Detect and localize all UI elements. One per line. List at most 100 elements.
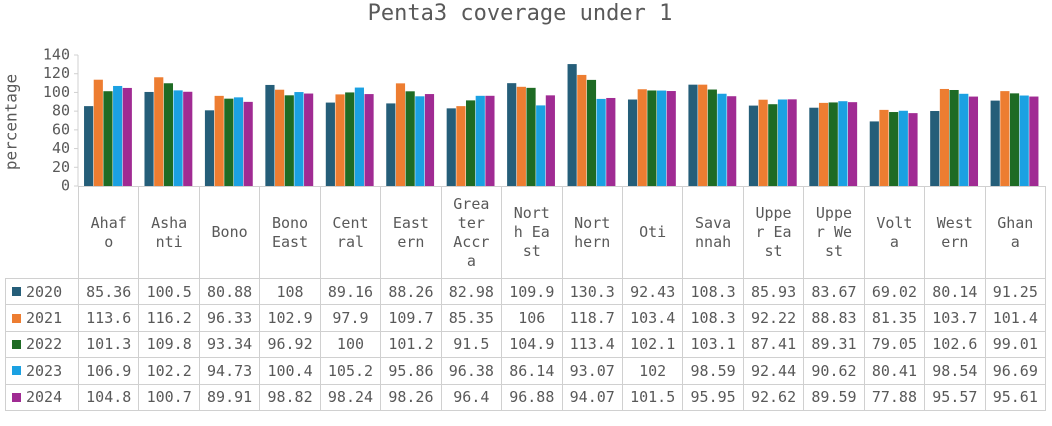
table-value: 83.67: [803, 278, 865, 306]
bar: [1009, 93, 1020, 186]
table-value: 108: [259, 278, 321, 306]
bar: [968, 96, 979, 186]
bar: [113, 85, 123, 186]
y-tick-label: 0: [61, 177, 70, 195]
bar: [526, 87, 536, 186]
table-value: 96.69: [984, 357, 1046, 385]
bar: [666, 91, 676, 186]
bar: [284, 95, 294, 186]
bar: [758, 99, 768, 186]
table-value: 109.7: [380, 304, 442, 332]
bar: [415, 96, 425, 186]
category-label: Volta: [863, 186, 926, 279]
bar: [908, 113, 918, 186]
bar: [586, 79, 597, 186]
legend-swatch: [12, 392, 21, 402]
table-value: 104.9: [501, 330, 563, 359]
table-value: 89.31: [803, 330, 865, 359]
table-value: 92.43: [621, 278, 684, 306]
bar: [930, 111, 940, 186]
category-label: Ahafo: [78, 186, 140, 279]
legend-swatch: [12, 339, 21, 349]
bar: [243, 101, 253, 186]
bar: [698, 84, 708, 186]
table-value: 95.57: [924, 383, 986, 411]
table-value: 102.2: [138, 357, 200, 385]
bar: [93, 79, 103, 186]
y-tick-label: 100: [43, 83, 70, 101]
bar: [637, 89, 647, 186]
table-value: 102: [621, 357, 684, 385]
bar: [354, 87, 364, 186]
bar: [204, 110, 215, 186]
table-value: 101.5: [621, 383, 684, 411]
legend-swatch: [12, 287, 21, 297]
y-tick-label: 40: [52, 139, 70, 157]
bar: [545, 95, 555, 186]
table-value: 87.41: [742, 330, 805, 359]
table-value: 85.36: [78, 278, 140, 306]
bar: [275, 89, 285, 186]
bar: [475, 95, 485, 186]
bar: [173, 90, 183, 186]
table-value: 95.95: [682, 383, 744, 411]
y-tick-label: 140: [43, 46, 70, 64]
bar: [1000, 91, 1010, 186]
bar: [688, 84, 698, 186]
table-value: 106: [501, 304, 563, 332]
table-value: 109.8: [138, 330, 200, 359]
table-value: 98.54: [924, 357, 986, 385]
legend-entry: 2024: [5, 383, 79, 411]
table-value: 101.3: [78, 330, 140, 359]
table-value: 101.4: [984, 304, 1046, 332]
table-value: 88.83: [803, 304, 865, 332]
table-value: 96.92: [259, 330, 321, 359]
category-label: Eastern: [380, 186, 442, 279]
bar: [828, 102, 838, 186]
table-value: 93.34: [198, 330, 261, 359]
table-value: 96.33: [198, 304, 261, 332]
bar: [183, 91, 193, 186]
table-value: 92.62: [742, 383, 805, 411]
legend-entry: 2020: [5, 278, 79, 306]
category-label: Upper West: [803, 186, 865, 279]
table-value: 95.61: [984, 383, 1046, 411]
bar: [959, 93, 969, 186]
table-value: 103.4: [621, 304, 684, 332]
table-value: 113.6: [78, 304, 140, 332]
y-tick-label: 80: [52, 102, 70, 120]
table-value: 100.4: [259, 357, 321, 385]
table-value: 108.3: [682, 278, 744, 306]
category-label: Oti: [621, 186, 684, 279]
table-value: 85.93: [742, 278, 805, 306]
bar: [717, 93, 727, 186]
bar: [748, 105, 759, 186]
bar: [122, 87, 132, 186]
bar: [939, 88, 950, 186]
table-value: 91.25: [984, 278, 1046, 306]
bar: [768, 104, 778, 186]
bar: [386, 103, 396, 186]
table-value: 97.9: [319, 304, 382, 332]
table-value: 116.2: [138, 304, 200, 332]
table-value: 98.82: [259, 383, 321, 411]
legend-swatch: [12, 366, 21, 376]
bar: [405, 91, 415, 186]
table-value: 81.35: [863, 304, 926, 332]
y-tick-label: 20: [52, 158, 70, 176]
bar: [345, 92, 355, 186]
table-value: 89.16: [319, 278, 382, 306]
category-label: Central: [319, 186, 382, 279]
table-value: 103.7: [924, 304, 986, 332]
table-value: 100.5: [138, 278, 200, 306]
bar: [466, 100, 476, 186]
bar: [1019, 95, 1029, 186]
table-value: 103.1: [682, 330, 744, 359]
bar: [485, 95, 495, 186]
table-value: 89.59: [803, 383, 865, 411]
bar: [516, 86, 526, 186]
table-value: 92.22: [742, 304, 805, 332]
bar: [898, 110, 908, 186]
